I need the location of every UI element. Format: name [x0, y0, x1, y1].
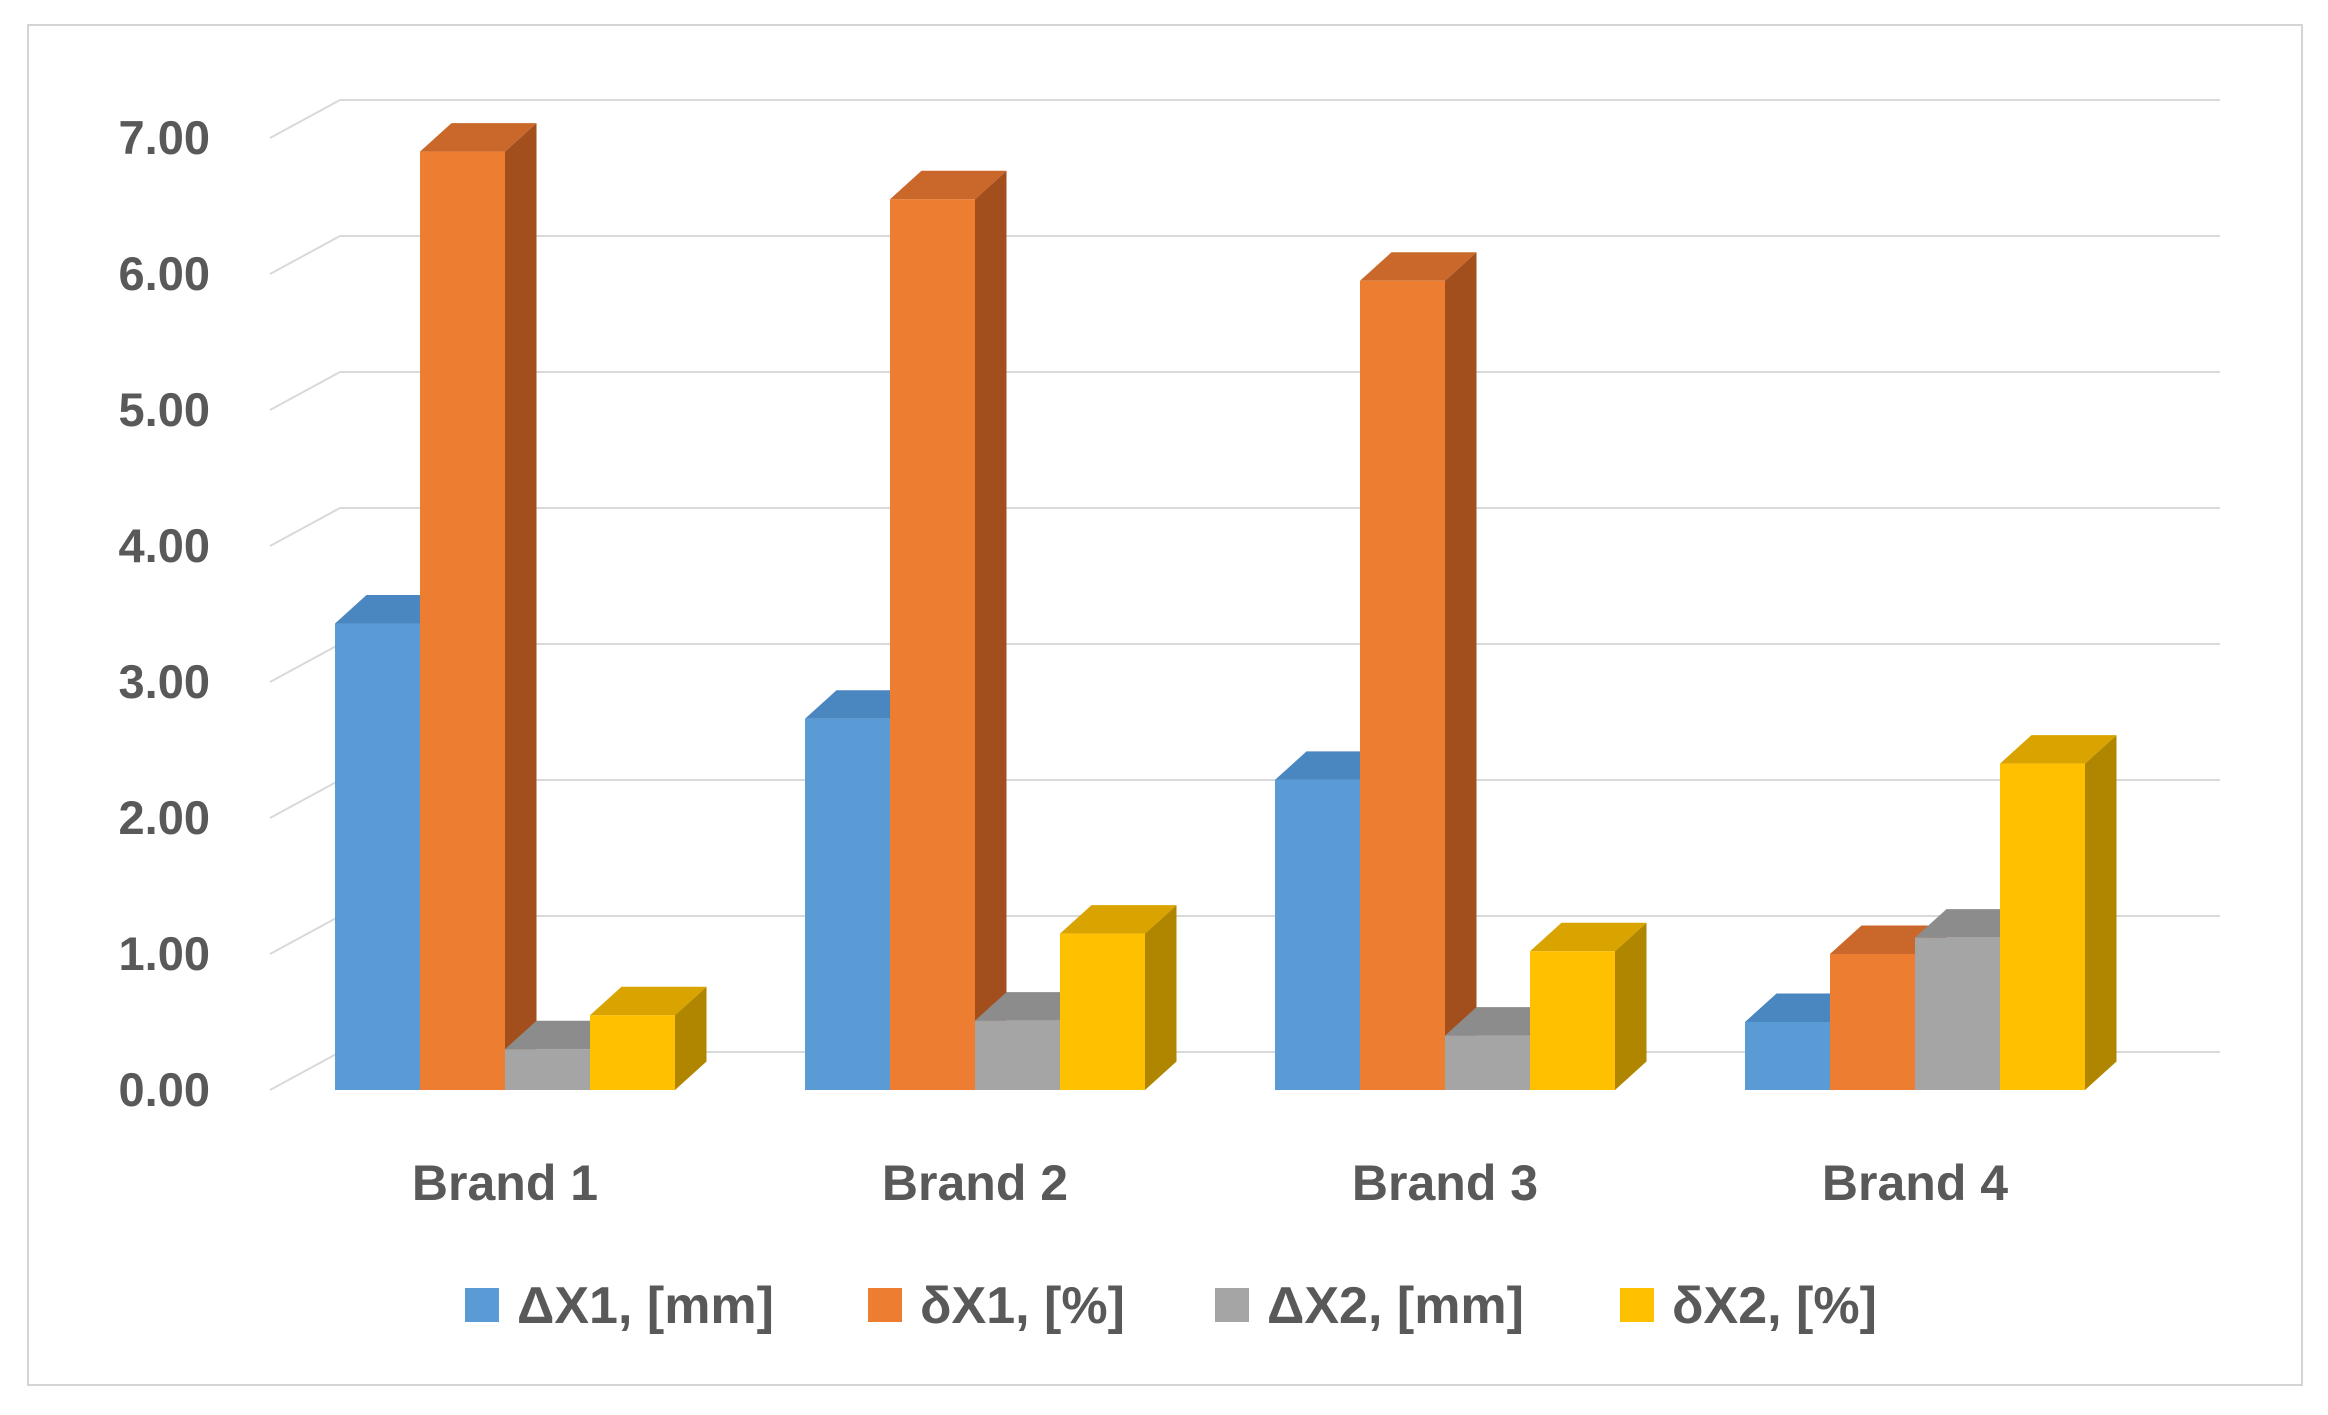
legend: ΔX1, [mm] δX1, [%] ΔX2, [mm] δX2, [%]	[465, 1277, 1877, 1335]
legend-swatch	[465, 1288, 499, 1322]
bar-front	[1275, 779, 1360, 1090]
gridline-depth	[269, 643, 341, 683]
gridline-depth	[269, 99, 341, 139]
category-label: Brand 1	[412, 1155, 598, 1211]
gridline-depth	[269, 507, 341, 547]
legend-item: δX2, [%]	[1620, 1277, 1877, 1335]
gridline-depth	[269, 371, 341, 411]
y-tick-label: 4.00	[119, 519, 210, 572]
bar-side	[505, 123, 537, 1091]
y-tick-label: 6.00	[119, 247, 210, 300]
y-tick-label: 2.00	[119, 791, 210, 844]
legend-item: ΔX1, [mm]	[465, 1277, 774, 1335]
bar-front	[890, 199, 975, 1090]
bar-top	[890, 170, 1007, 200]
bar-side	[1615, 922, 1647, 1090]
y-tick-label: 0.00	[119, 1063, 210, 1116]
legend-label: ΔX1, [mm]	[517, 1277, 774, 1335]
bar-2-1	[420, 123, 537, 1091]
legend-swatch	[868, 1288, 902, 1322]
legend-swatch	[1620, 1288, 1654, 1322]
bar-front	[1360, 280, 1445, 1090]
y-axis-tick-labels: 0.00 1.00 2.00 3.00 4.00 5.00 6.00 7.00	[119, 111, 210, 1116]
bar-top	[1530, 922, 1647, 952]
gridline-depth	[269, 235, 341, 275]
bars	[335, 123, 2117, 1091]
gridline-depth	[269, 1051, 341, 1091]
bar-front	[2000, 763, 2085, 1090]
y-tick-label: 7.00	[119, 111, 210, 164]
bar-side	[975, 170, 1007, 1090]
bar-top	[420, 123, 537, 152]
bar-front	[505, 1049, 590, 1090]
legend-label: δX2, [%]	[1672, 1277, 1877, 1335]
x-axis-category-labels: Brand 1 Brand 2 Brand 3 Brand 4	[412, 1155, 2008, 1211]
legend-swatch	[1215, 1288, 1249, 1322]
bar-top	[1360, 252, 1477, 281]
bar-front	[1445, 1035, 1530, 1090]
bar-2-2	[890, 170, 1007, 1090]
bar-front	[1915, 937, 2000, 1090]
bar-front	[1745, 1022, 1830, 1090]
category-label: Brand 4	[1822, 1155, 2008, 1211]
category-label: Brand 3	[1352, 1155, 1538, 1211]
category-label: Brand 2	[882, 1155, 1068, 1211]
bar-2-3	[1360, 252, 1477, 1091]
legend-label: δX1, [%]	[920, 1277, 1125, 1335]
bar-top	[2000, 735, 2117, 764]
y-tick-label: 1.00	[119, 927, 210, 980]
gridline-depth	[269, 779, 341, 819]
bar-front	[420, 151, 505, 1091]
bar-front	[1530, 951, 1615, 1090]
bar-side	[1145, 905, 1177, 1090]
bar-side	[2085, 735, 2117, 1090]
bar-front	[1830, 954, 1915, 1090]
bar-side	[1445, 252, 1477, 1091]
bar-4-1	[590, 986, 707, 1090]
bar-4-2	[1060, 905, 1177, 1090]
legend-label: ΔX2, [mm]	[1267, 1277, 1524, 1335]
bar-front	[1060, 933, 1145, 1090]
gridline-depth	[269, 915, 341, 955]
bar-front	[590, 1015, 675, 1090]
bar-side	[675, 986, 707, 1090]
bar-front	[805, 718, 890, 1090]
bar-front	[975, 1020, 1060, 1090]
bar-top	[1060, 905, 1177, 934]
y-tick-label: 3.00	[119, 655, 210, 708]
legend-item: δX1, [%]	[868, 1277, 1125, 1335]
bar-front	[335, 623, 420, 1090]
bar-top	[590, 986, 707, 1016]
bar-4-3	[1530, 922, 1647, 1090]
legend-item: ΔX2, [mm]	[1215, 1277, 1524, 1335]
y-tick-label: 5.00	[119, 383, 210, 436]
bar-4-4	[2000, 735, 2117, 1090]
